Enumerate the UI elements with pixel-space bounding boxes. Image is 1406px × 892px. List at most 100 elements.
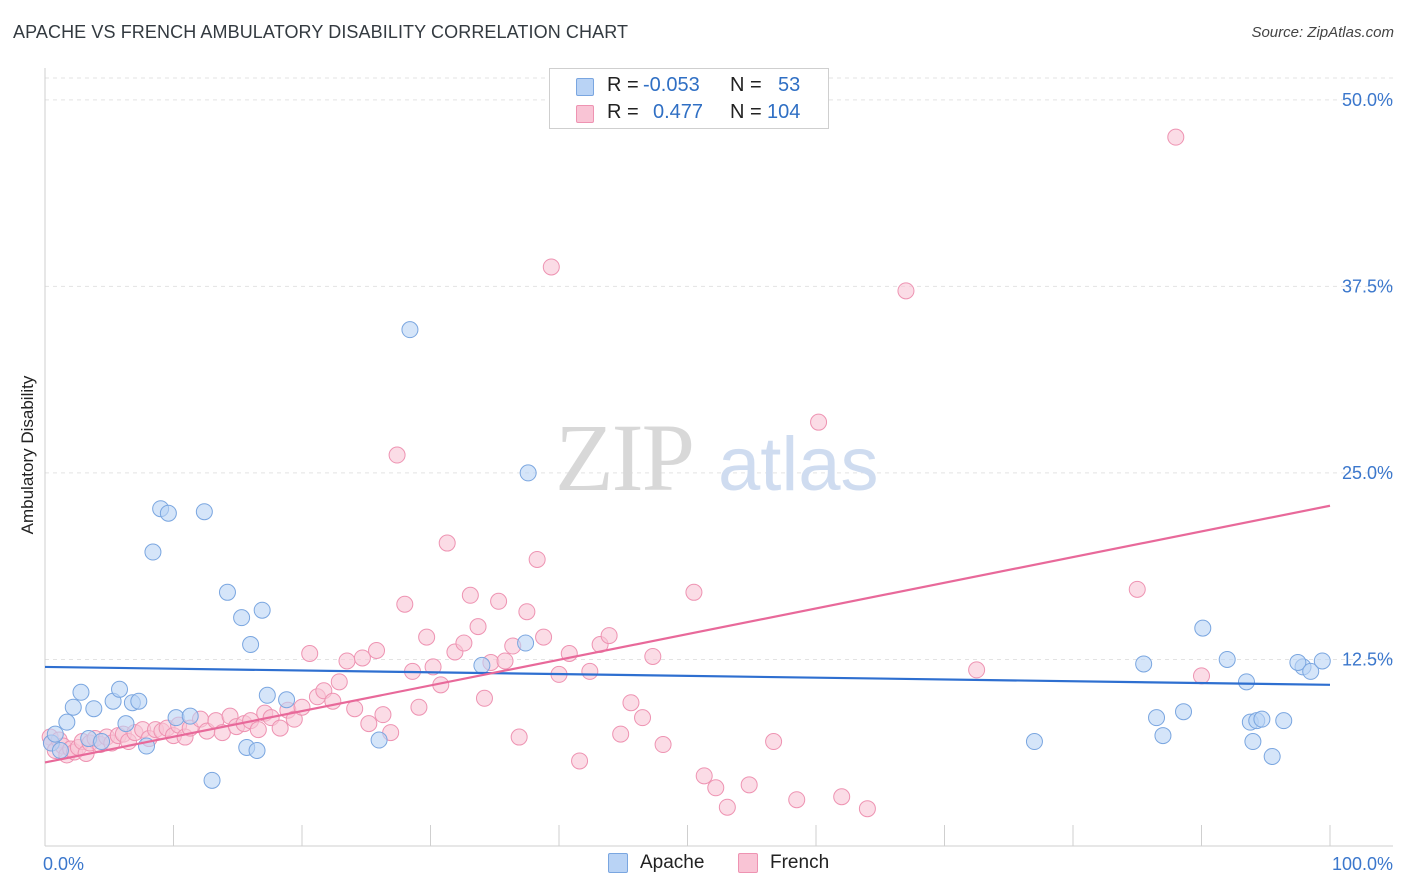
apache-trend-line (44, 665, 1331, 686)
apache-point (401, 321, 419, 339)
apache-point (1302, 662, 1320, 680)
french-point (338, 652, 356, 670)
apache-point (1253, 710, 1271, 728)
french-point (249, 721, 267, 739)
apache-point (130, 692, 148, 710)
french-point (396, 595, 414, 613)
french-point (542, 258, 560, 276)
apache-swatch (576, 78, 594, 96)
french-point (475, 689, 493, 707)
apache-point (1275, 712, 1293, 730)
n-value: 53 (778, 74, 801, 96)
french-point (654, 736, 672, 754)
apache-point (1313, 652, 1331, 670)
apache-point (167, 709, 185, 727)
apache-point (248, 741, 266, 759)
apache-point (1244, 733, 1262, 751)
apache-points (42, 321, 1331, 789)
apache-point (473, 656, 491, 674)
french-point (535, 628, 553, 646)
french-point (1167, 128, 1185, 146)
french-point (496, 652, 514, 670)
apache-point (517, 634, 535, 652)
legend-row-apache: R = -0.053 N = 53 (550, 74, 828, 100)
r-label: R = (607, 101, 639, 123)
chart-title: APACHE VS FRENCH AMBULATORY DISABILITY C… (13, 22, 629, 42)
apache-point (519, 464, 537, 482)
apache-point (58, 713, 76, 731)
french-point (438, 534, 456, 552)
y-tick-label: 25.0% (1342, 463, 1393, 483)
french-point (469, 618, 487, 636)
french-point (810, 413, 828, 431)
french-point (461, 586, 479, 604)
apache-point (1025, 733, 1043, 751)
tick-labels: 12.5% 25.0% 37.5% 50.0% 0.0% 100.0% (43, 90, 1393, 874)
apache-point (370, 731, 388, 749)
apache-point (46, 725, 64, 743)
apache-point (51, 741, 69, 759)
apache-point (1263, 747, 1281, 765)
watermark-zip: ZIP (555, 404, 693, 511)
french-point (285, 710, 303, 728)
apache-swatch (608, 853, 628, 873)
french-point (897, 282, 915, 300)
french-point (707, 779, 725, 797)
apache-point (181, 707, 199, 725)
apache-point (1154, 727, 1172, 745)
french-point (858, 800, 876, 818)
apache-point (195, 503, 213, 521)
french-point (718, 798, 736, 816)
y-tick-label: 37.5% (1342, 276, 1393, 296)
french-point (571, 752, 589, 770)
apache-point (278, 691, 296, 709)
correlation-legend: R = -0.053 N = 53 R = 0.477 N = 104 (549, 68, 829, 129)
apache-point (242, 636, 260, 654)
apache-point (1289, 653, 1307, 671)
french-point (634, 709, 652, 727)
n-label: N = (730, 101, 762, 123)
apache-point (144, 543, 162, 561)
french-point (374, 706, 392, 724)
apache-point (218, 583, 236, 601)
french-point (510, 728, 528, 746)
source-label: Source: ZipAtlas.com (1251, 24, 1394, 41)
french-point (740, 776, 758, 794)
r-value: -0.053 (643, 74, 700, 96)
x-tick-label: 100.0% (1332, 854, 1393, 874)
apache-point (117, 715, 135, 733)
watermark: ZIP atlas (555, 404, 879, 511)
x-tick-label: 0.0% (43, 854, 84, 874)
r-value: 0.477 (653, 101, 704, 123)
french-point (518, 603, 536, 621)
apache-point (159, 504, 177, 522)
french-point (490, 592, 508, 610)
french-point (368, 642, 386, 660)
apache-point (258, 686, 276, 704)
french-point (833, 788, 851, 806)
french-point (788, 791, 806, 809)
legend-row-french: R = 0.477 N = 104 (550, 101, 828, 127)
french-point (622, 694, 640, 712)
french-trend-line (44, 504, 1331, 764)
french-point (353, 649, 371, 667)
watermark-atlas: atlas (718, 422, 879, 507)
n-value: 104 (767, 101, 801, 123)
grid-lines (45, 77, 1393, 660)
apache-point (1148, 709, 1166, 727)
apache-point (1218, 650, 1236, 668)
french-point (410, 698, 428, 716)
french-label: French (770, 852, 830, 873)
french-point (765, 733, 783, 751)
y-tick-label: 12.5% (1342, 649, 1393, 669)
apache-point (85, 700, 103, 718)
apache-point (1175, 703, 1193, 721)
y-axis-label: Ambulatory Disability (18, 375, 37, 535)
french-point (301, 644, 319, 662)
french-point (271, 719, 289, 737)
apache-point (111, 680, 129, 698)
french-point (455, 634, 473, 652)
r-label: R = (607, 74, 639, 96)
apache-point (72, 683, 90, 701)
apache-point (93, 733, 111, 751)
